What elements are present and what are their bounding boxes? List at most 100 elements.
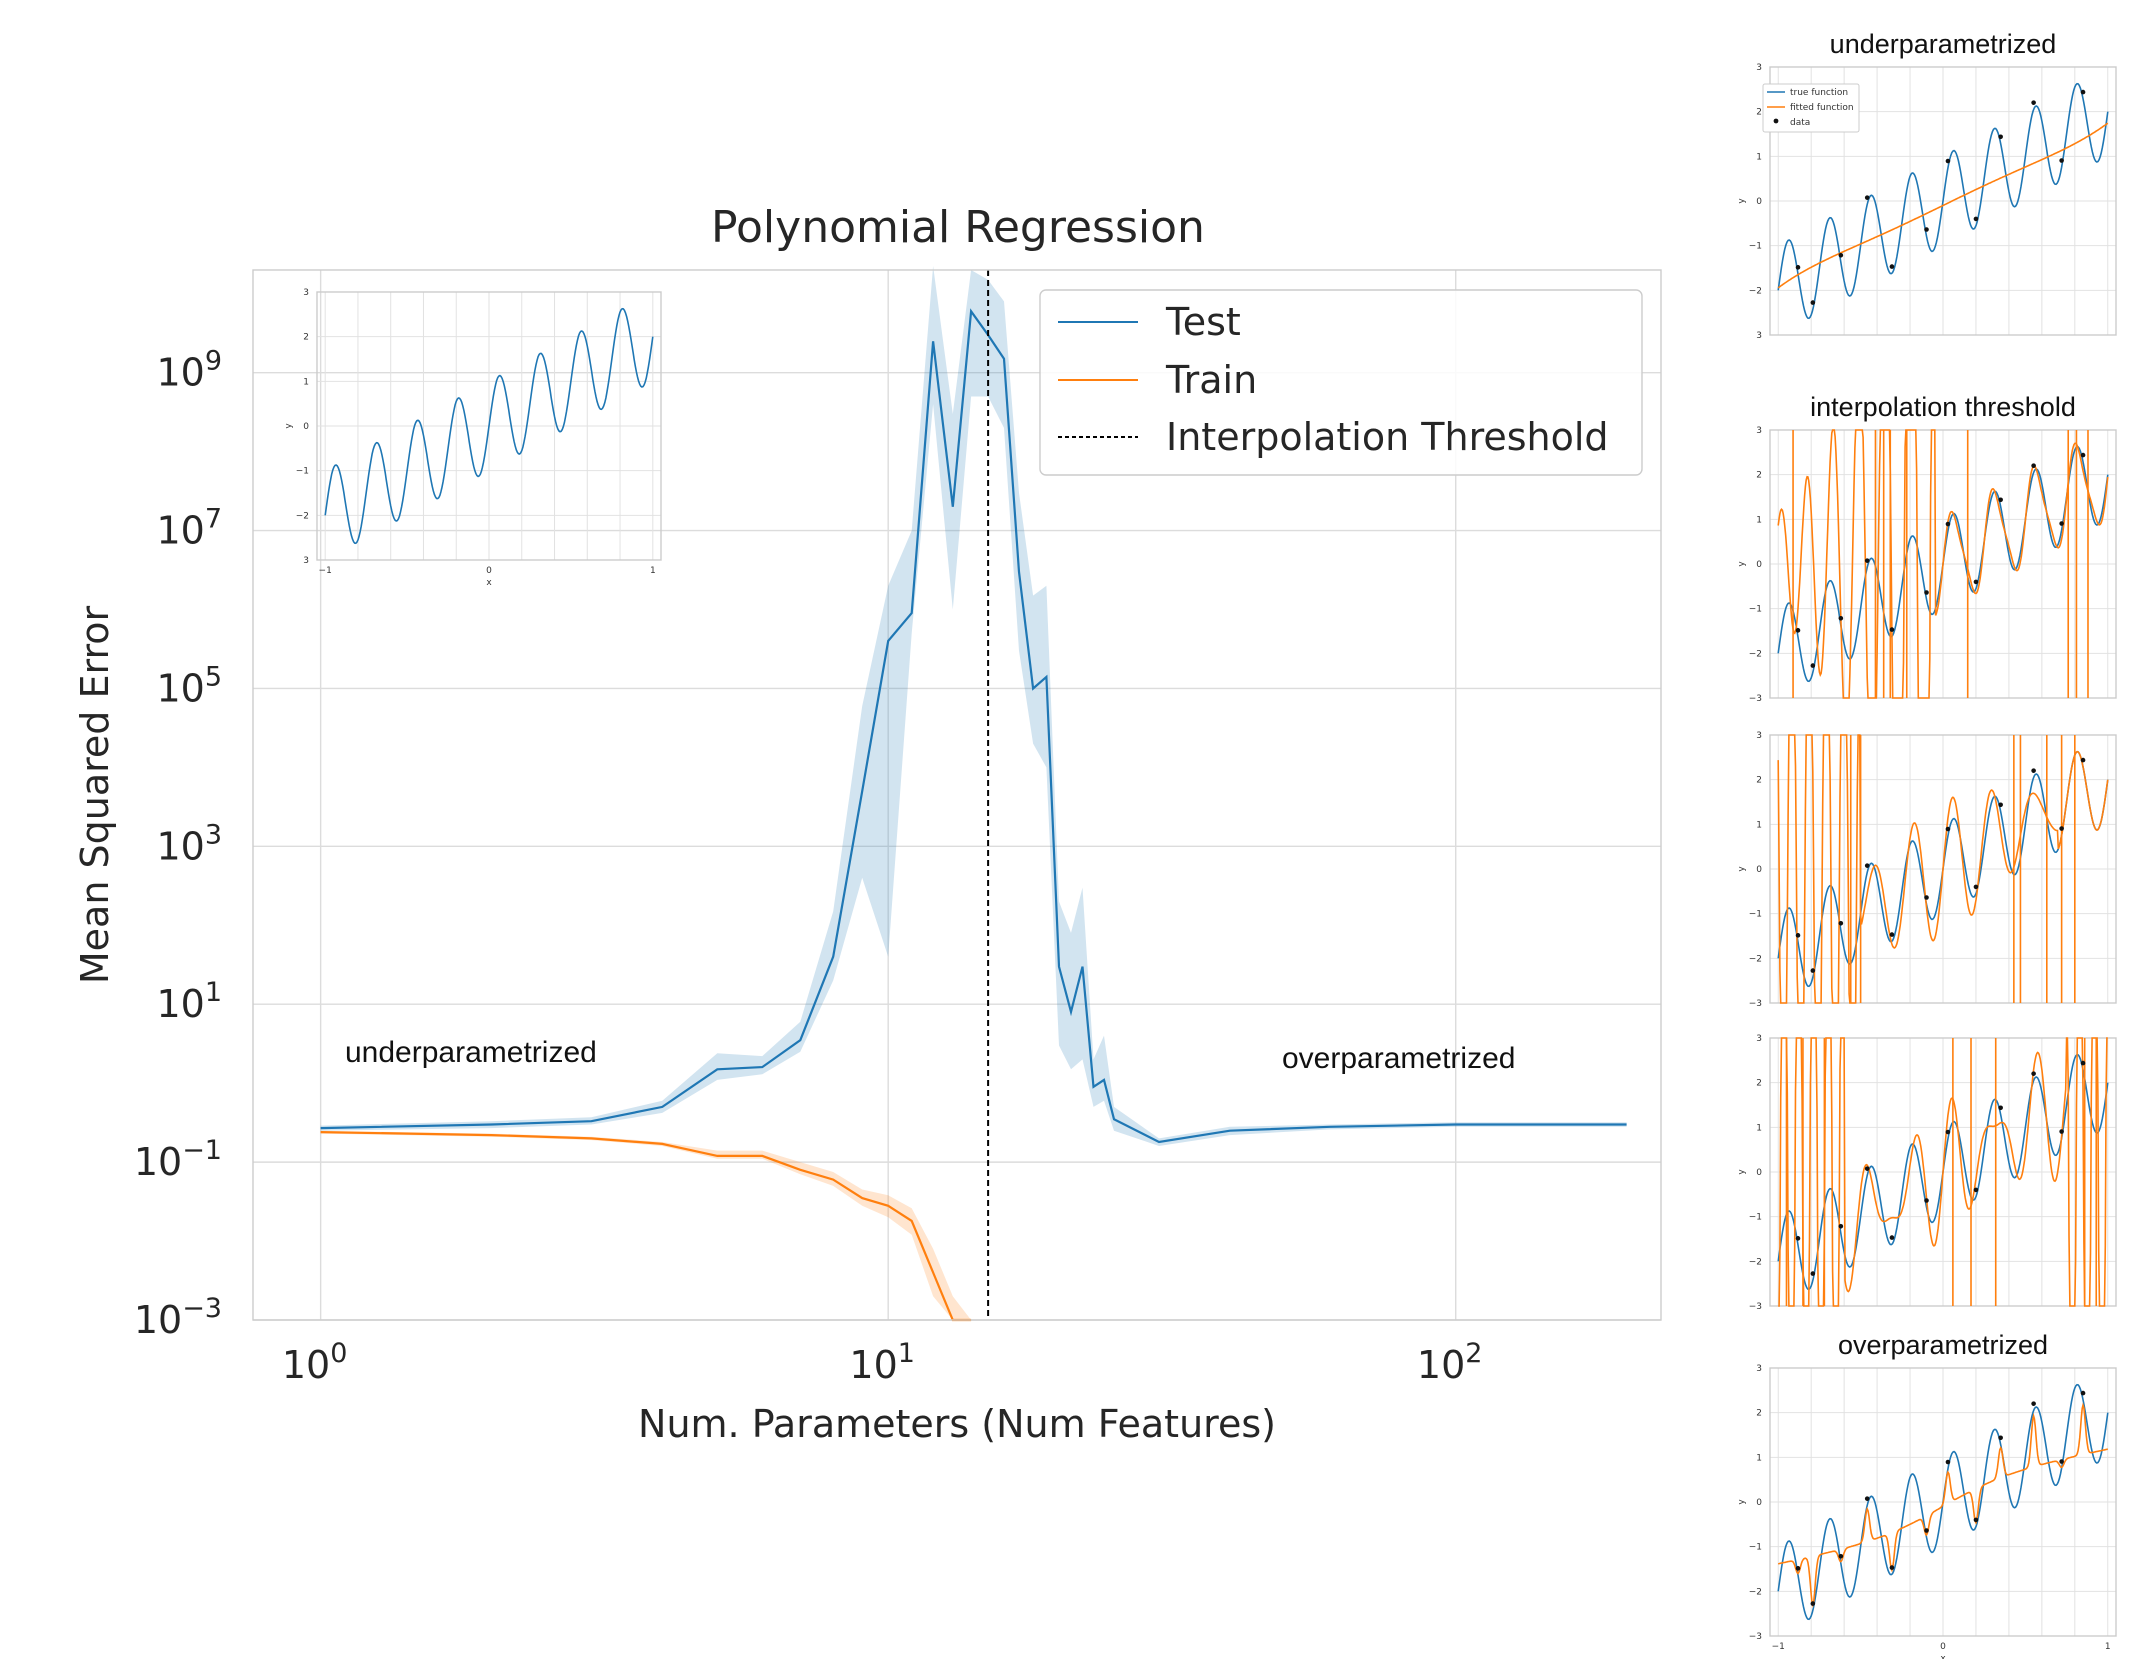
data-point xyxy=(1838,1553,1844,1559)
y-tick-label: 1 xyxy=(1756,1453,1762,1463)
y-tick-label: −3 xyxy=(1749,694,1762,704)
data-point xyxy=(2059,1459,2064,1464)
y-tick-label: 2 xyxy=(1756,776,1762,786)
panel-title: interpolation threshold xyxy=(1810,392,2076,422)
y-axis-label: y xyxy=(1737,198,1747,204)
y-tick-label: 0 xyxy=(1756,560,1762,570)
data-point xyxy=(2080,1060,2086,1066)
y-tick-label: 2 xyxy=(1756,471,1762,481)
legend: Test Train Interpolation Threshold xyxy=(1039,289,1643,476)
y-tick-label: 101 xyxy=(156,977,222,1026)
y-tick-label: 1 xyxy=(303,377,309,387)
data-point xyxy=(1973,579,1979,585)
y-tick-label: 105 xyxy=(156,661,222,710)
data-point xyxy=(2031,1401,2036,1406)
data-point xyxy=(1924,227,1929,232)
y-tick-label: 109 xyxy=(156,346,222,395)
data-point xyxy=(2059,1129,2064,1134)
data-point xyxy=(1889,264,1895,269)
data-point xyxy=(1838,1223,1844,1229)
data-point xyxy=(1810,1271,1816,1276)
y-tick-label: 103 xyxy=(156,819,222,868)
data-point xyxy=(2059,158,2064,163)
y-tick-label: 0 xyxy=(303,422,309,432)
y-tick-label: 0 xyxy=(1756,197,1762,207)
x-tick-label: 1 xyxy=(650,566,656,576)
data-point xyxy=(1864,195,1870,200)
y-tick-labels: 10−3 10−1 101 103 105 107 109 xyxy=(134,346,222,1342)
data-point xyxy=(1945,826,1951,832)
y-tick-label: 1 xyxy=(1756,820,1762,830)
y-tick-label: 3 xyxy=(303,288,309,298)
y-axis-label: y xyxy=(1737,1499,1747,1505)
data-point xyxy=(1889,627,1895,632)
data-point xyxy=(1795,265,1801,270)
y-tick-label: 10−1 xyxy=(134,1135,222,1184)
panel-title: overparametrized xyxy=(1838,1330,2048,1360)
legend-label-threshold: Interpolation Threshold xyxy=(1166,415,1609,459)
data-point xyxy=(1945,1129,1951,1135)
y-tick-label: −1 xyxy=(296,467,309,477)
data-point xyxy=(1998,1435,2003,1441)
y-tick-label: 2 xyxy=(1756,1409,1762,1419)
y-axis-label: y xyxy=(284,423,294,429)
y-tick-label: −2 xyxy=(296,511,309,521)
panel-mid2: 3 2 1 0 −1 −2 −3 y xyxy=(1737,1034,2117,1312)
y-tick-label: 3 xyxy=(1756,1364,1762,1374)
y-tick-label: −1 xyxy=(1749,605,1762,615)
x-axis-label: Num. Parameters (Num Features) xyxy=(638,1402,1276,1446)
x-tick-label: 0 xyxy=(486,566,492,576)
fitted-function-line xyxy=(1778,1402,2108,1608)
data-point xyxy=(2031,1071,2036,1076)
data-point xyxy=(1945,521,1951,527)
y-tick-label: 2 xyxy=(1756,108,1762,118)
x-tick-label: 102 xyxy=(1417,1338,1483,1387)
data-point xyxy=(1810,663,1816,668)
data-point xyxy=(2031,100,2036,105)
data-point xyxy=(1924,895,1929,900)
data-point xyxy=(1889,932,1895,937)
panel-frame xyxy=(316,291,662,561)
data-point xyxy=(1998,1105,2003,1111)
annotation-underparametrized: underparametrized xyxy=(345,1036,597,1069)
data-point xyxy=(1945,1459,1951,1465)
data-point xyxy=(1864,1496,1870,1501)
y-tick-label: −2 xyxy=(1749,954,1762,964)
y-tick-label: −1 xyxy=(1749,1213,1762,1223)
data-point xyxy=(1864,1166,1870,1171)
data-point xyxy=(1838,920,1844,926)
y-tick-label: 0 xyxy=(1756,1168,1762,1178)
fitted-function-line xyxy=(1777,429,2109,699)
y-tick-label: 3 xyxy=(1756,1034,1762,1044)
y-tick-label: −2 xyxy=(1749,286,1762,296)
data-point xyxy=(1795,628,1801,633)
legend-box xyxy=(1762,83,1860,133)
x-tick-label: 0 xyxy=(1940,1642,1946,1652)
panel-interp: 3 2 1 0 −1 −2 −3 y interpolation threshold xyxy=(1737,392,2117,704)
x-tick-label: 101 xyxy=(849,1338,915,1387)
data-point xyxy=(1810,968,1816,973)
y-tick-label: 3 xyxy=(1756,731,1762,741)
data-point xyxy=(1945,158,1951,164)
annotation-overparametrized: overparametrized xyxy=(1282,1042,1515,1075)
x-tick-label: −1 xyxy=(319,566,332,576)
x-tick-label: 100 xyxy=(282,1338,348,1387)
chart-title: Polynomial Regression xyxy=(711,202,1205,253)
data-point xyxy=(1838,615,1844,621)
y-tick-label: −3 xyxy=(1749,1632,1762,1642)
y-tick-label: 10−3 xyxy=(134,1293,222,1342)
data-point xyxy=(1973,1187,1979,1193)
y-tick-label: −1 xyxy=(1749,242,1762,252)
series-lines xyxy=(320,308,1627,1322)
panel-over: 3 2 1 0 −1 −2 −3 y −1 0 1 x overparametrized xyxy=(1737,1330,2117,1659)
main-chart: Polynomial Regression 100 101 102 10−310−1… xyxy=(73,202,1662,1446)
y-tick-label: 1 xyxy=(1756,1123,1762,1133)
data-point xyxy=(2080,1390,2086,1396)
panel-mid1: 3 2 1 0 −1 −2 −3 y xyxy=(1737,731,2117,1009)
x-tick-label: 1 xyxy=(2105,1642,2111,1652)
data-point xyxy=(1998,497,2003,503)
y-tick-label: 0 xyxy=(1756,865,1762,875)
y-tick-label: 1 xyxy=(1756,515,1762,525)
data-point xyxy=(1924,590,1929,595)
y-tick-label: 2 xyxy=(1756,1079,1762,1089)
